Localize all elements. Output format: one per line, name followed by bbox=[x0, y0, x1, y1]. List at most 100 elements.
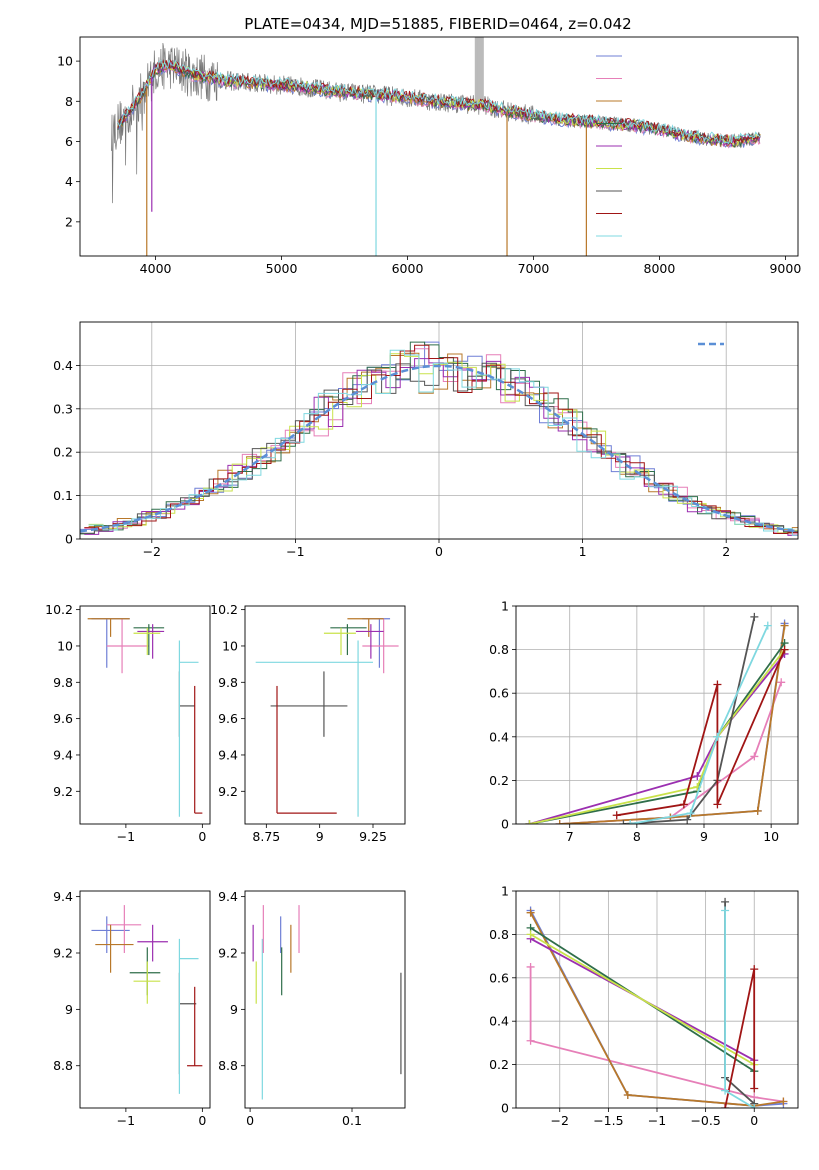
x-tick-label: 7000 bbox=[518, 261, 550, 276]
y-tick-label: 6 bbox=[65, 134, 73, 149]
cumulative-line bbox=[724, 901, 755, 1105]
age-Z-frame bbox=[79, 605, 211, 825]
y-tick-label: 0.6 bbox=[489, 970, 509, 985]
residuals-axes: −2 −1 0 1 2 0 0.1 0.2 0.3 0.4 bbox=[53, 322, 798, 559]
cumulative-marker bbox=[721, 1104, 730, 1108]
y-tick-label: 0.2 bbox=[489, 1057, 509, 1072]
cumulative-line bbox=[724, 910, 755, 1108]
y-tick-label: 0.1 bbox=[53, 488, 73, 503]
x-tick-label: −1 bbox=[117, 829, 135, 844]
y-tick-label: 9 bbox=[65, 1002, 73, 1017]
y-tick-label: 1 bbox=[501, 884, 509, 899]
x-tick-label: 0 bbox=[246, 1113, 254, 1128]
mass-ebv-axes: 0 0.1 8.8 9 9.2 9.4 bbox=[218, 889, 362, 1128]
x-tick-label: 0 bbox=[750, 1113, 758, 1128]
cumulative-marker bbox=[763, 621, 772, 630]
y-tick-label: 8.8 bbox=[218, 1058, 238, 1073]
y-tick-label: 9.8 bbox=[218, 675, 238, 690]
y-tick-label: 9.2 bbox=[53, 946, 73, 961]
cumulative-line bbox=[559, 681, 783, 824]
y-tick-label: 0.3 bbox=[53, 401, 73, 416]
y-tick-label: 9.4 bbox=[53, 889, 73, 904]
cumulative-marker bbox=[686, 809, 695, 818]
y-tick-label: 10 bbox=[57, 638, 73, 653]
cumulative-marker bbox=[721, 1086, 730, 1095]
x-tick-label: 8000 bbox=[644, 261, 676, 276]
age-mass-axes: 8.75 9 9.25 9.2 9.4 9.6 9.8 10 10.2 bbox=[210, 602, 387, 844]
y-tick-label: 9.6 bbox=[53, 711, 73, 726]
x-tick-label: 0 bbox=[198, 829, 206, 844]
y-tick-label: 0.8 bbox=[489, 642, 509, 657]
cumulative-marker bbox=[721, 897, 730, 906]
histogram-series bbox=[88, 352, 798, 530]
y-tick-label: 9 bbox=[230, 1002, 238, 1017]
cumulative-marker bbox=[753, 806, 762, 815]
age-Z-points bbox=[87, 618, 203, 817]
cumulative-marker bbox=[525, 820, 534, 824]
y-tick-label: 10.2 bbox=[45, 602, 73, 617]
cumulative-marker bbox=[750, 612, 759, 621]
histogram-series bbox=[84, 358, 798, 536]
y-tick-label: 4 bbox=[65, 174, 73, 189]
x-tick-label: 0 bbox=[198, 1113, 206, 1128]
cumulative-line bbox=[529, 653, 786, 824]
y-tick-label: 0 bbox=[501, 817, 509, 832]
x-tick-label: −1 bbox=[117, 1113, 135, 1128]
cumulative-line bbox=[616, 649, 786, 817]
cumulative-marker bbox=[750, 1104, 759, 1108]
x-tick-label: 5000 bbox=[266, 261, 298, 276]
y-tick-label: 9.4 bbox=[218, 747, 238, 762]
cumulative-marker bbox=[619, 820, 628, 824]
y-tick-label: 0.2 bbox=[489, 773, 509, 788]
cumulative-marker bbox=[526, 908, 535, 917]
figure-title: PLATE=0434, MJD=51885, FIBERID=0464, z=0… bbox=[244, 15, 631, 33]
y-tick-label: 2 bbox=[65, 214, 73, 229]
spectrum-legend bbox=[596, 55, 622, 237]
spectrum-axes: 4000 5000 6000 7000 8000 9000 2 4 6 8 10 bbox=[57, 54, 801, 276]
y-tick-label: 9.2 bbox=[53, 784, 73, 799]
cumulative-marker bbox=[750, 1084, 759, 1093]
age-mass-points bbox=[255, 618, 399, 817]
cumulative-line bbox=[529, 912, 784, 1107]
normal-curve bbox=[80, 364, 798, 533]
spectrum-lines bbox=[111, 37, 761, 256]
cumulative-line bbox=[623, 616, 756, 824]
y-tick-label: 8 bbox=[65, 94, 73, 109]
cumulative-marker bbox=[526, 930, 535, 939]
y-tick-label: 10 bbox=[222, 638, 238, 653]
cumulative-marker bbox=[679, 800, 688, 809]
model-spectrum bbox=[117, 59, 761, 145]
histogram-series bbox=[88, 349, 798, 536]
y-tick-label: 0.2 bbox=[53, 445, 73, 460]
age-mass-frame bbox=[244, 605, 406, 825]
age-Z-axes: −1 0 9.2 9.4 9.6 9.8 10 10.2 bbox=[45, 602, 206, 844]
x-tick-label: 10 bbox=[763, 829, 779, 844]
y-tick-label: 0.4 bbox=[53, 358, 73, 373]
x-tick-label: 8.75 bbox=[252, 829, 280, 844]
cumulative-marker bbox=[626, 820, 635, 824]
histogram-steps bbox=[80, 341, 798, 536]
y-tick-label: 9.6 bbox=[218, 711, 238, 726]
cumulative-marker bbox=[713, 680, 722, 689]
cumulative-marker bbox=[713, 800, 722, 809]
x-tick-label: 8 bbox=[633, 829, 641, 844]
cumulative-age-series bbox=[525, 612, 789, 824]
x-tick-label: −1 bbox=[648, 1113, 666, 1128]
cumulative-line bbox=[530, 933, 755, 1066]
cumulative-line bbox=[529, 649, 786, 824]
cumulative-line bbox=[559, 625, 786, 824]
cumulative-marker bbox=[526, 962, 535, 971]
y-tick-label: 0.4 bbox=[489, 1014, 509, 1029]
x-tick-label: 7 bbox=[566, 829, 574, 844]
cumulative-line bbox=[529, 967, 784, 1103]
x-tick-label: 9 bbox=[700, 829, 708, 844]
cumulative-Z-axes: −2 −1.5 −1 −0.5 0 0 0.2 0.4 0.6 0.8 1 bbox=[489, 884, 798, 1128]
x-tick-label: 9.25 bbox=[359, 829, 387, 844]
x-tick-label: −1 bbox=[286, 544, 304, 559]
cumulative-Z-frame bbox=[515, 890, 799, 1109]
y-tick-label: 10.2 bbox=[210, 602, 238, 617]
cumulative-line bbox=[529, 642, 786, 824]
x-tick-label: −2 bbox=[551, 1113, 569, 1128]
x-tick-label: 9000 bbox=[769, 261, 801, 276]
